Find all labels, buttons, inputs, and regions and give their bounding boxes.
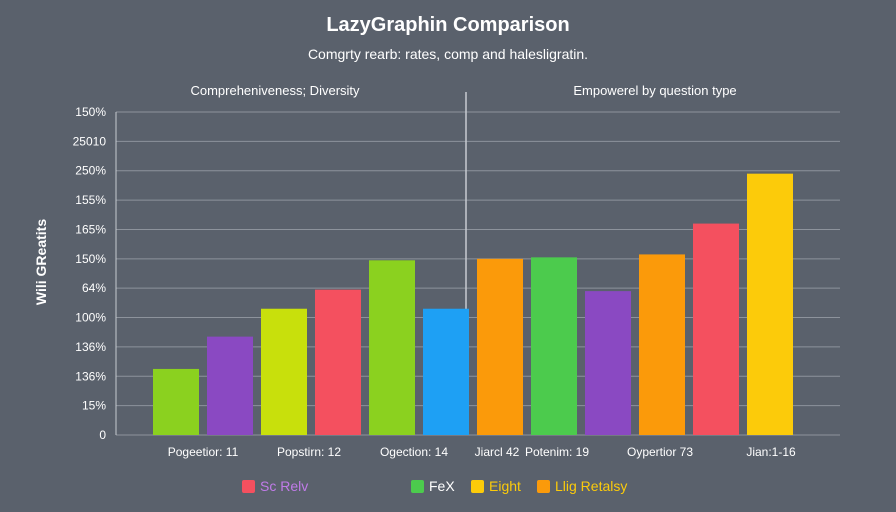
y-tick-label: 250% — [75, 164, 106, 178]
legend: Sc Relv FeX Eight Llig Retalsy — [0, 478, 896, 498]
y-tick-label: 136% — [75, 369, 106, 383]
bar — [747, 173, 793, 435]
legend-swatch — [242, 479, 255, 493]
bar — [207, 336, 253, 435]
legend-item: Llig Retalsy — [537, 478, 627, 494]
legend-swatch — [471, 479, 484, 493]
x-tick-label: Jiarcl 42 — [475, 445, 520, 459]
y-tick-label: 0 — [99, 428, 106, 442]
legend-item: Eight — [471, 478, 521, 494]
panel-left-label: Compreheniveness; Diversity — [190, 83, 360, 98]
y-tick-label: 100% — [75, 311, 106, 325]
bar — [693, 223, 739, 435]
bar — [261, 308, 307, 435]
x-tick-label: Ogection: 14 — [380, 445, 448, 459]
legend-label: Eight — [489, 478, 521, 494]
y-tick-label: 150% — [75, 105, 106, 119]
chart-title: LazyGraphin Comparison — [326, 14, 570, 36]
y-tick-label: 64% — [82, 281, 106, 295]
bar — [153, 368, 199, 435]
legend-label: FeX — [429, 478, 455, 494]
x-tick-label: Oypertior 73 — [627, 445, 693, 459]
bar — [639, 254, 685, 435]
bar — [423, 308, 469, 435]
y-tick-label: 165% — [75, 222, 106, 236]
legend-label: Sc Relv — [260, 478, 309, 494]
y-tick-label: 136% — [75, 340, 106, 354]
bar — [477, 258, 523, 435]
legend-item: FeX — [411, 478, 455, 494]
legend-swatch — [537, 479, 550, 493]
y-tick-label: 25010 — [73, 134, 107, 148]
bar — [531, 257, 577, 435]
y-tick-label: 150% — [75, 252, 106, 266]
legend-swatch — [411, 479, 424, 493]
legend-item: Sc Relv — [242, 478, 308, 494]
bar — [369, 260, 415, 435]
x-tick-label: Pogeetior: 11 — [168, 445, 239, 459]
x-tick-label: Potenim: 19 — [525, 445, 589, 459]
panel-right-label: Empowerel by question type — [573, 83, 737, 98]
legend-label: Llig Retalsy — [555, 478, 628, 494]
bar — [315, 289, 361, 435]
x-tick-label: Popstirn: 12 — [277, 445, 341, 459]
chart-subtitle: Comgrty rearb: rates, comp and halesligr… — [307, 46, 589, 62]
y-tick-label: 155% — [75, 193, 106, 207]
bar — [585, 291, 631, 435]
y-tick-label: 15% — [82, 399, 106, 413]
x-tick-label: Jian:1-16 — [746, 445, 796, 459]
